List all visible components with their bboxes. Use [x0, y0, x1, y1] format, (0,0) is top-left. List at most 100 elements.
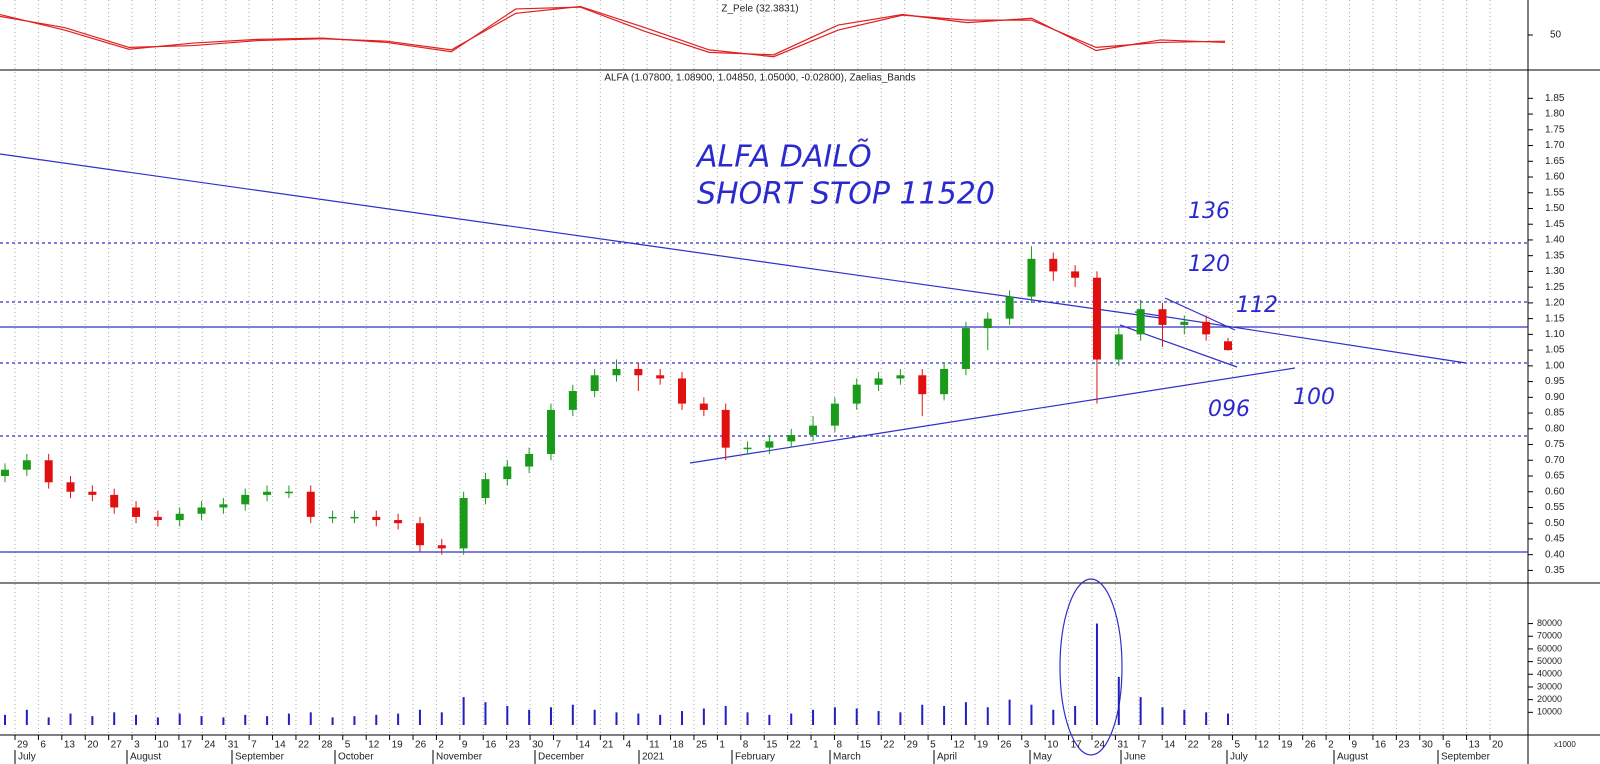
y-tick-label: 70000: [1537, 631, 1562, 641]
x-tick-label: 23: [509, 740, 521, 751]
candle-body: [284, 491, 293, 494]
y-tick-label: 1.80: [1545, 109, 1565, 120]
x-tick-label: 26: [1305, 740, 1317, 751]
candle-body: [874, 378, 883, 385]
x-tick-label: 10: [1047, 740, 1059, 751]
candle-body: [197, 507, 206, 514]
volume-unit: x1000: [1554, 740, 1576, 749]
candle-body: [175, 513, 184, 521]
candle-body: [415, 523, 424, 546]
volume-bar: [331, 717, 334, 725]
volume-bar: [1095, 623, 1098, 725]
month-label: November: [436, 752, 483, 763]
x-tick-label: 17: [181, 740, 193, 751]
volume-bar: [113, 712, 116, 725]
x-tick-label: 3: [1024, 740, 1030, 751]
candle-body: [350, 516, 359, 519]
y-tick-label: 0.60: [1545, 486, 1565, 497]
candle-body: [263, 491, 272, 495]
volume-bar: [25, 709, 28, 725]
x-tick-label: 8: [743, 740, 749, 751]
candle-body: [1180, 321, 1189, 325]
candle-body: [22, 460, 31, 470]
x-tick-label: 5: [1234, 740, 1240, 751]
month-label: September: [1441, 752, 1491, 763]
x-tick-label: 22: [883, 740, 895, 751]
volume-bar: [528, 709, 531, 725]
x-tick-label: 24: [204, 740, 216, 751]
candle-body: [503, 466, 512, 480]
volume-bar: [549, 707, 552, 725]
volume-bar: [91, 716, 94, 725]
annotation: 096: [1208, 397, 1250, 422]
grid: [14, 0, 1491, 735]
x-tick-label: 12: [1258, 740, 1270, 751]
y-tick-label: 1.65: [1545, 156, 1565, 167]
x-tick-label: 8: [836, 740, 842, 751]
y-tick-label: 0.35: [1545, 565, 1565, 576]
annotation: 120: [1188, 252, 1230, 277]
volume-bar: [1008, 699, 1011, 725]
x-tick-label: 14: [275, 740, 287, 751]
candle-body: [1005, 296, 1014, 319]
volume-bar: [1139, 697, 1142, 725]
candle-body: [830, 403, 839, 426]
candle-body: [132, 507, 141, 517]
volume-bar: [1161, 707, 1164, 725]
y-tick-label: 60000: [1537, 643, 1562, 653]
volume-bar: [681, 711, 684, 725]
x-tick-label: 16: [485, 740, 497, 751]
x-tick-label: 5: [930, 740, 936, 751]
y-tick-label: 1.20: [1545, 298, 1565, 309]
y-tick-label: 0.75: [1545, 439, 1565, 450]
candle-body: [568, 391, 577, 410]
volume-bar: [855, 708, 858, 725]
x-tick-label: 30: [532, 740, 544, 751]
x-tick-label: 5: [345, 740, 351, 751]
y-tick-label: 50: [1550, 30, 1562, 41]
volume-bar: [309, 712, 312, 725]
y-tick-label: 1.55: [1545, 187, 1565, 198]
candle-body: [1092, 277, 1101, 360]
candle-body: [1, 469, 9, 476]
candle-body: [437, 545, 446, 549]
month-label: April: [937, 752, 957, 763]
x-tick-label: 14: [579, 740, 591, 751]
y-tick-label: 1.30: [1545, 266, 1565, 277]
volume-bar: [702, 708, 705, 725]
y-tick-label: 40000: [1537, 669, 1562, 679]
y-tick-label: 1.00: [1545, 360, 1565, 371]
volume-bar: [1052, 709, 1055, 725]
x-tick-label: 19: [977, 740, 989, 751]
candle-body: [918, 375, 927, 395]
volume-bar: [200, 716, 203, 725]
volume-bar: [1117, 676, 1120, 725]
candle-body: [241, 494, 250, 505]
volume-bar: [418, 709, 421, 725]
y-tick-label: 1.85: [1545, 93, 1565, 104]
volume-bar: [790, 713, 793, 725]
candle-body: [612, 368, 621, 376]
volume-bar: [659, 714, 662, 725]
x-tick-label: 6: [40, 740, 46, 751]
y-tick-label: 0.90: [1545, 392, 1565, 403]
y-tick-label: 30000: [1537, 681, 1562, 691]
volume-bar: [375, 714, 378, 725]
annotation: SHORT STOP 11520: [697, 177, 995, 212]
candle-body: [961, 328, 970, 369]
volume-bar: [440, 712, 443, 725]
x-tick-label: 9: [1352, 740, 1358, 751]
x-tick-label: 15: [860, 740, 872, 751]
candle-body: [153, 516, 162, 521]
x-tick-label: 19: [392, 740, 404, 751]
x-tick-label: 19: [1281, 740, 1293, 751]
volume-bar: [462, 697, 465, 725]
month-label: August: [1337, 752, 1368, 763]
y-tick-label: 0.40: [1545, 549, 1565, 560]
y-tick-label: 0.70: [1545, 455, 1565, 466]
y-tick-label: 20000: [1537, 694, 1562, 704]
candle-body: [896, 375, 905, 379]
candle-body: [1224, 341, 1232, 351]
candle-body: [219, 504, 228, 508]
